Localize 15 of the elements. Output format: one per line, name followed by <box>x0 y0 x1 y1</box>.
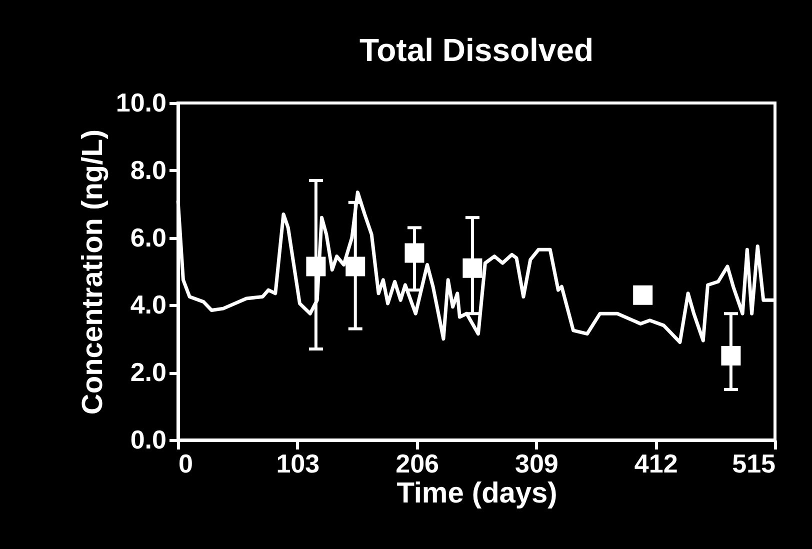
y-tick-label: 4.0 <box>130 290 166 320</box>
y-tick-label: 0.0 <box>130 424 166 454</box>
x-tick-label: 0 <box>178 448 193 478</box>
x-axis-title: Time (days) <box>396 478 558 510</box>
x-tick-label: 515 <box>732 448 776 478</box>
chart-title: Total Dissolved <box>359 32 594 68</box>
y-tick-label: 2.0 <box>130 357 166 388</box>
y-axis-title: Concentration (ng/L) <box>76 129 109 415</box>
x-tick-label: 206 <box>396 448 439 478</box>
x-tick-label: 103 <box>276 448 320 478</box>
x-tick-label: 412 <box>634 448 678 478</box>
x-tick-label: 309 <box>515 448 558 478</box>
y-tick-label: 10.0 <box>116 88 166 118</box>
y-tick-label: 6.0 <box>130 222 166 252</box>
y-tick-label: 8.0 <box>130 154 166 185</box>
